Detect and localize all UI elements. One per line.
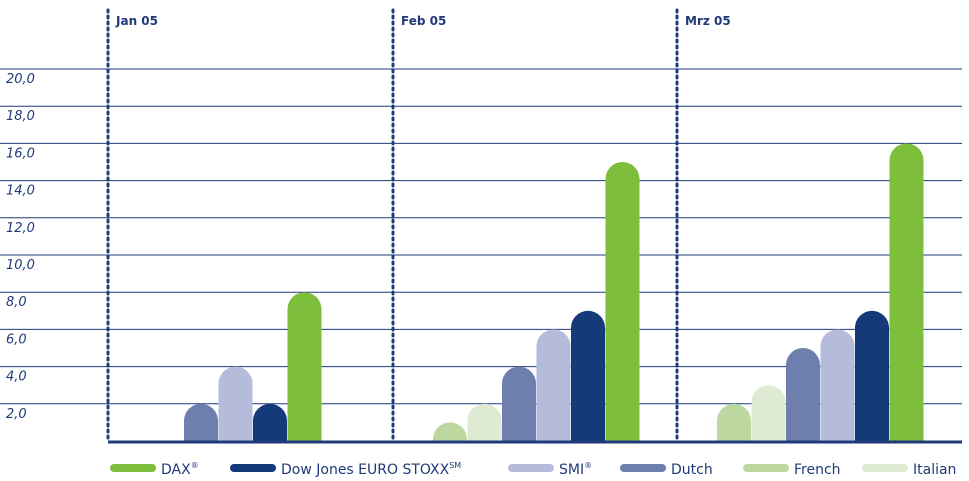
bar-french-2 [433,422,467,441]
y-tick-label: 12,0 [6,221,35,236]
gridlines [0,68,962,405]
legend-superscript: ® [191,461,199,470]
group-label: Mrz 05 [685,14,731,28]
legend-name: Italian [913,462,956,478]
legend: DAX® Dow Jones EURO STOXXSM SMI® Dutch Frenc… [110,461,956,478]
bar-dutch-3 [786,348,820,441]
legend-item-french: French [743,462,841,478]
group-label: Jan 05 [115,14,158,28]
legend-item-dax: DAX® [110,461,199,478]
legend-name: Dutch [671,462,713,478]
group-labels: Jan 05 Feb 05 Mrz 05 [115,14,731,28]
bar-dax-3 [889,143,924,441]
y-tick-label: 6,0 [6,332,27,347]
bar-italian-3 [751,385,786,441]
legend-label: DAX® [161,461,199,478]
bar-dutch-1 [184,403,218,441]
legend-item-italian: Italian [862,462,956,478]
bar-dutch-2 [502,366,536,441]
legend-superscript: SM [449,461,461,470]
bar-dow-jones-euro-stoxx-3 [855,310,889,441]
y-tick-label: 14,0 [6,184,35,199]
legend-label: Dutch [671,462,713,478]
legend-name: DAX [161,462,191,478]
y-tick-label: 8,0 [6,295,27,310]
bar-french-3 [717,403,751,441]
y-tick-label: 2,0 [6,407,27,422]
group-label: Feb 05 [401,14,446,28]
bar-smi-2 [536,329,571,441]
month-dividers [106,8,679,443]
bar-dax-1 [287,292,322,441]
y-tick-label: 16,0 [6,146,35,161]
bar-dax-2 [605,162,640,442]
bar-dow-jones-euro-stoxx-2 [571,310,605,441]
legend-superscript: ® [584,461,592,470]
bar-smi-1 [218,366,253,441]
bar-italian-2 [467,403,502,441]
legend-name: French [794,462,841,478]
bar-dow-jones-euro-stoxx-1 [253,403,287,441]
y-axis-ticks: 2,0 4,0 6,0 8,0 10,0 12,0 14,0 16,0 18,0 20,0 [6,72,35,422]
legend-label: Italian [913,462,956,478]
legend-item-dutch: Dutch [620,462,713,478]
y-tick-label: 20,0 [6,72,35,87]
legend-item-smi: SMI® [508,461,592,478]
legend-label: Dow Jones EURO STOXXSM [281,461,461,478]
legend-label: French [794,462,841,478]
y-tick-label: 18,0 [6,109,35,124]
legend-label: SMI® [559,461,592,478]
legend-name: Dow Jones EURO STOXX [281,462,450,478]
y-tick-label: 10,0 [6,258,35,273]
bars [184,143,924,442]
legend-name: SMI [559,462,584,478]
bar-smi-3 [820,329,855,441]
legend-item-dow-jones-euro-stoxx: Dow Jones EURO STOXXSM [230,461,461,478]
y-tick-label: 4,0 [6,370,27,385]
